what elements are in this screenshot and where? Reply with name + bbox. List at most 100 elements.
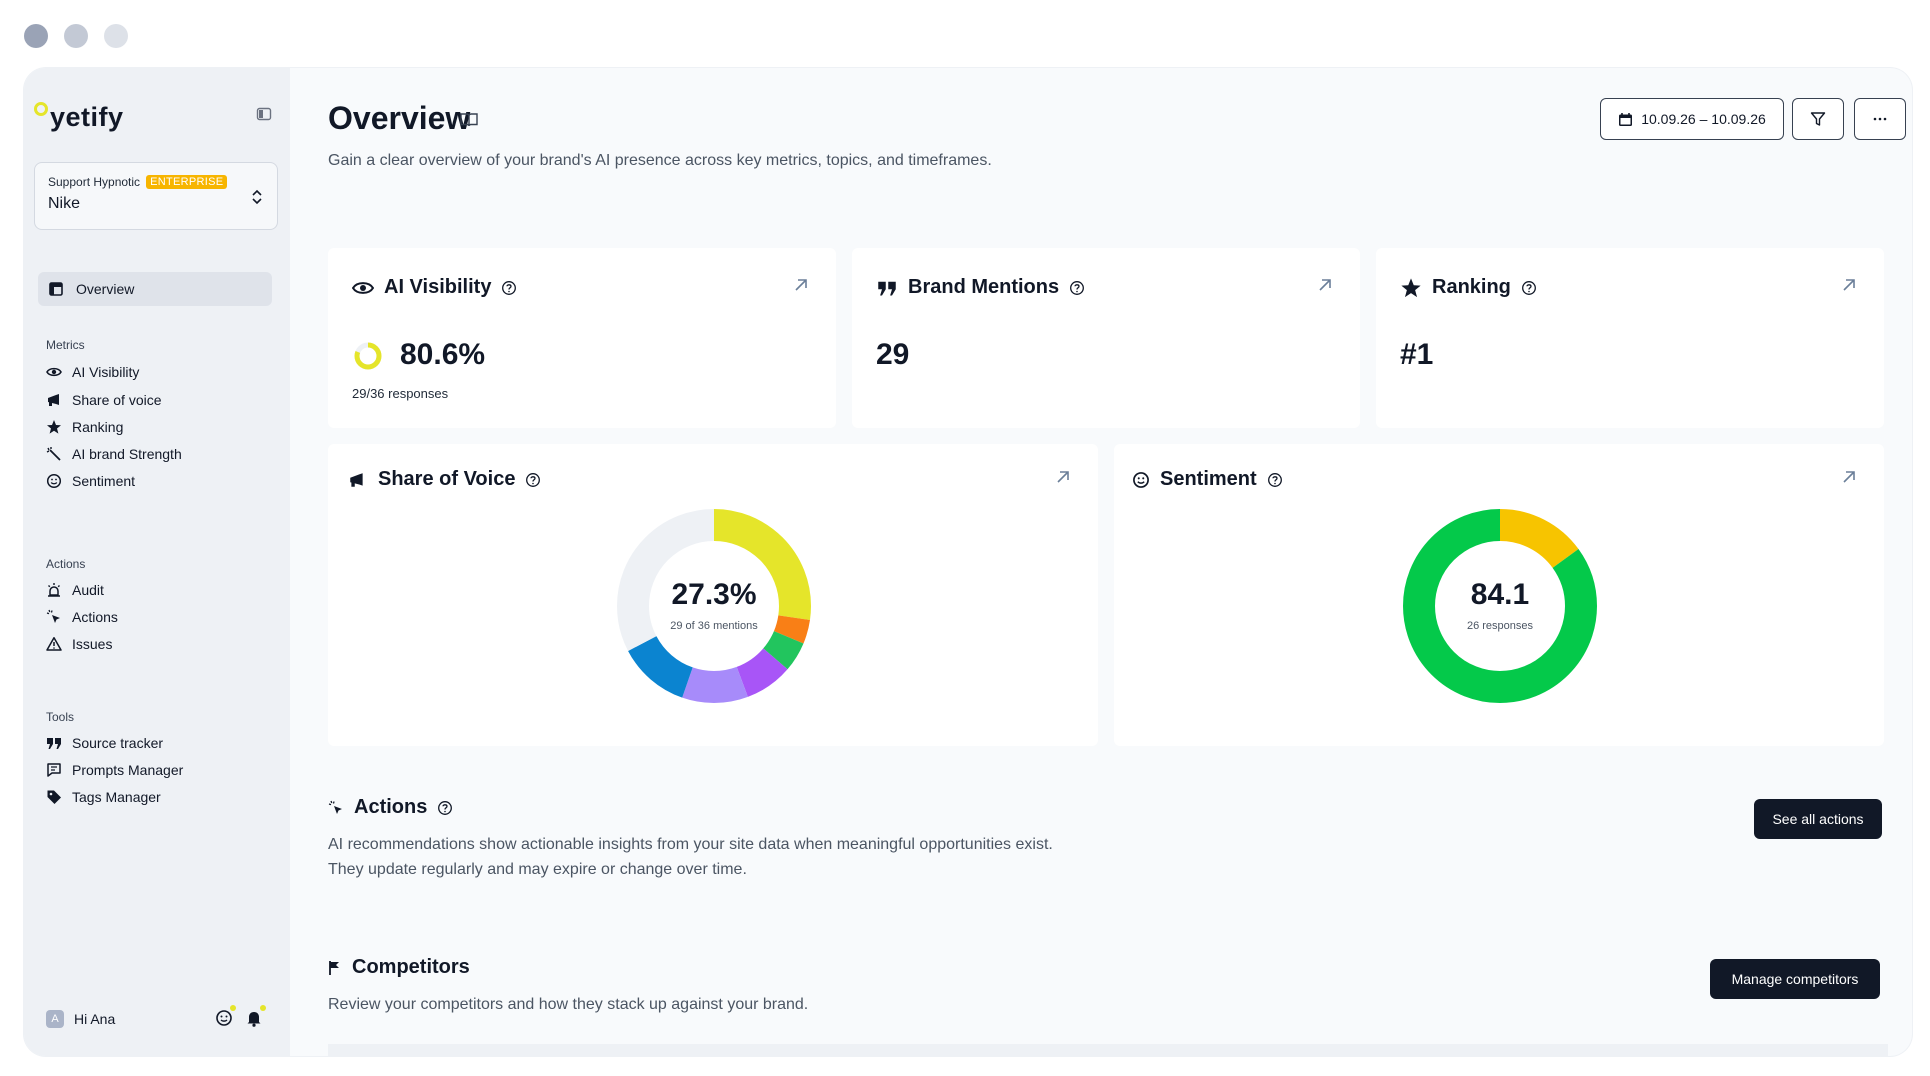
arrow-up-right-icon[interactable] [794, 278, 808, 292]
card-title: Share of Voice [378, 468, 516, 490]
user-menu[interactable]: A Hi Ana [46, 1010, 115, 1028]
sidebar-item-tags-manager[interactable]: Tags Manager [46, 789, 161, 805]
cursor-click-icon [46, 609, 60, 623]
nav-section-title: Tools [46, 710, 75, 724]
sidebar-item-label: Ranking [72, 419, 124, 435]
competitors-table-header [328, 1044, 1888, 1056]
sentiment-segment[interactable] [1403, 509, 1597, 703]
actions-description-line: They update regularly and may expire or … [328, 861, 747, 878]
share-of-voice-segment[interactable] [617, 509, 811, 703]
avatar: A [46, 1010, 64, 1028]
ranking-value: #1 [1400, 338, 1434, 371]
main-content: Overview Gain a clear overview of your b… [290, 68, 1912, 1056]
sidebar-item-audit[interactable]: Audit [46, 582, 104, 598]
warning-icon [46, 637, 62, 651]
actions-section-title: Actions [328, 796, 453, 819]
arrow-up-right-icon[interactable] [1842, 470, 1856, 484]
help-icon[interactable] [525, 472, 541, 488]
share-of-voice-value: 27.3% [671, 578, 757, 611]
org-switcher[interactable]: Support Hypnotic ENTERPRISE Nike [34, 162, 278, 230]
quote-icon [47, 738, 61, 749]
competitors-section-title: Competitors [328, 956, 470, 979]
help-icon[interactable] [501, 280, 517, 296]
sentiment-value: 84.1 [1470, 578, 1530, 611]
date-range-button[interactable]: 10.09.26 – 10.09.26 [1600, 98, 1784, 140]
logo-text: yetify [50, 102, 124, 132]
sidebar-collapse-icon[interactable] [256, 106, 272, 122]
share-of-voice-center: 27.3% 29 of 36 mentions [614, 578, 814, 632]
sentiment-card[interactable]: Sentiment 84.1 26 responses [1114, 444, 1884, 746]
sidebar-item-sentiment[interactable]: Sentiment [46, 473, 135, 489]
sidebar-item-label: Tags Manager [72, 789, 161, 805]
sidebar-item-label: Audit [72, 582, 104, 598]
page-subtitle: Gain a clear overview of your brand's AI… [328, 152, 992, 169]
section-heading: Actions [354, 796, 428, 818]
help-icon[interactable] [1267, 472, 1283, 488]
plan-badge: ENTERPRISE [146, 175, 228, 189]
sidebar-item-label: AI brand Strength [72, 446, 182, 462]
share-of-voice-card[interactable]: Share of Voice 27.3% 29 of 36 mentions [328, 444, 1098, 746]
megaphone-icon [48, 394, 59, 406]
sidebar-item-source-tracker[interactable]: Source tracker [46, 735, 163, 751]
sidebar-item-overview[interactable]: Overview [38, 272, 272, 306]
sentiment-donut [1403, 509, 1597, 703]
layout-icon [49, 282, 63, 296]
see-all-actions-button[interactable]: See all actions [1754, 799, 1882, 839]
window-controls [24, 24, 128, 48]
visibility-progress-ring [354, 342, 382, 370]
feedback-button[interactable] [214, 1005, 236, 1028]
sidebar-item-label: AI Visibility [72, 364, 140, 380]
sidebar-item-ai-brand-strength[interactable]: AI brand Strength [46, 446, 182, 462]
visibility-value: 80.6% [400, 338, 486, 371]
user-actions [214, 1005, 266, 1028]
sidebar-item-prompts-manager[interactable]: Prompts Manager [46, 762, 183, 778]
sentiment-responses: 26 responses [1466, 620, 1534, 632]
actions-description-line: AI recommendations show actionable insig… [328, 836, 1053, 853]
sidebar-item-label: Actions [72, 609, 118, 625]
sidebar-item-label: Source tracker [72, 735, 164, 751]
arrow-up-right-icon[interactable] [1318, 278, 1332, 292]
message-icon [47, 763, 61, 777]
help-icon[interactable] [1069, 280, 1085, 296]
window-control-dot[interactable] [24, 24, 48, 48]
eye-icon [46, 367, 62, 377]
eye-icon [352, 281, 374, 294]
quote-icon [878, 281, 896, 295]
sidebar-item-issues[interactable]: Issues [46, 636, 112, 652]
share-of-voice-segment[interactable] [617, 509, 811, 703]
logo[interactable]: yetify [34, 98, 124, 133]
ranking-card[interactable]: Ranking #1 [1376, 248, 1884, 428]
sentiment-center: 84.1 26 responses [1400, 578, 1600, 632]
notifications-button[interactable] [244, 1005, 266, 1028]
filter-button[interactable] [1792, 98, 1844, 140]
window-control-dot[interactable] [64, 24, 88, 48]
sidebar-item-ai-visibility[interactable]: AI Visibility [46, 364, 139, 380]
manage-competitors-button[interactable]: Manage competitors [1710, 959, 1880, 999]
sidebar-item-actions[interactable]: Actions [46, 609, 118, 625]
window-control-dot[interactable] [104, 24, 128, 48]
arrow-up-right-icon[interactable] [1842, 278, 1856, 292]
filter-icon [1810, 112, 1826, 126]
section-heading: Competitors [352, 956, 470, 978]
help-icon[interactable] [1521, 280, 1537, 296]
visibility-responses: 29/36 responses [352, 386, 449, 401]
book-open-icon[interactable] [460, 112, 478, 128]
card-title: Ranking [1432, 276, 1511, 298]
card-title: Sentiment [1160, 468, 1257, 490]
sidebar-item-share-of-voice[interactable]: Share of voice [46, 392, 162, 408]
smile-icon [216, 1010, 232, 1026]
help-icon[interactable] [437, 800, 453, 816]
sidebar-item-ranking[interactable]: Ranking [46, 419, 123, 435]
bell-icon [247, 1012, 261, 1027]
tag-icon [47, 790, 61, 804]
notification-dot [260, 1005, 266, 1011]
arrow-up-right-icon[interactable] [1056, 470, 1070, 484]
competitors-description: Review your competitors and how they sta… [328, 996, 809, 1013]
siren-icon [48, 583, 60, 597]
more-options-button[interactable] [1854, 98, 1906, 140]
user-greeting: Hi Ana [74, 1011, 116, 1027]
share-of-voice-mentions: 29 of 36 mentions [670, 620, 758, 632]
brand-mentions-card[interactable]: Brand Mentions 29 [852, 248, 1360, 428]
wand-icon [46, 447, 61, 461]
ai-visibility-card[interactable]: AI Visibility 80.6% 29/36 responses [328, 248, 836, 428]
